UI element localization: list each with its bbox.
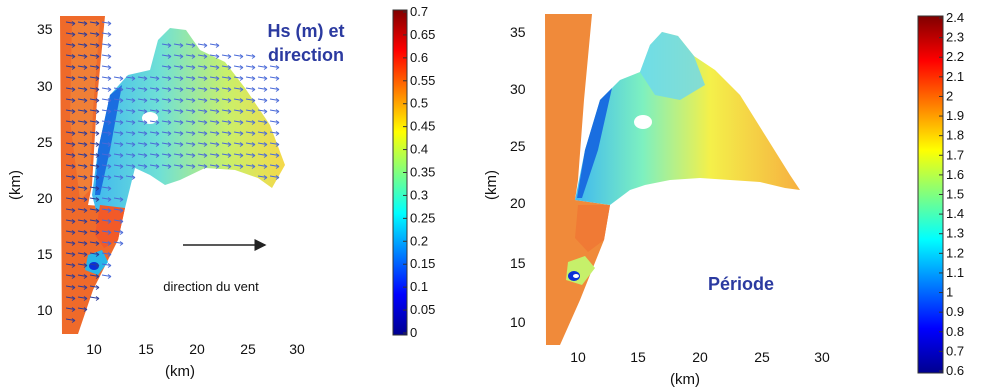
right-x-tick: 20 (692, 349, 708, 365)
colorbar-tick-label: 0.45 (410, 119, 435, 134)
right-title: Période (708, 274, 774, 294)
left-y-tick: 20 (37, 190, 53, 206)
left-y-tick: 15 (37, 246, 53, 262)
colorbar-tick-label: 0 (410, 325, 417, 340)
left-y-ticks: 35 30 25 20 15 10 (37, 21, 53, 318)
colorbar-tick-label: 1 (946, 285, 953, 300)
left-y-tick: 35 (37, 21, 53, 37)
colorbar-tick-label: 2.2 (946, 49, 964, 64)
colorbar-tick-label: 0.9 (946, 304, 964, 319)
right-y-tick: 35 (510, 24, 526, 40)
colorbar-tick-label: 0.15 (410, 256, 435, 271)
colorbar-tick-label: 0.25 (410, 210, 435, 225)
right-x-tick: 15 (630, 349, 646, 365)
colorbar-tick-label: 0.4 (410, 142, 428, 157)
colorbar-tick-label: 1.7 (946, 147, 964, 162)
colorbar-tick-label: 0.6 (946, 363, 964, 378)
left-x-tick: 30 (289, 341, 305, 357)
colorbar-tick-label: 0.7 (946, 343, 964, 358)
colorbar-tick-label: 1.4 (946, 206, 964, 221)
right-y-tick: 25 (510, 138, 526, 154)
left-x-tick: 15 (138, 341, 154, 357)
colorbar-tick-label: 0.35 (410, 165, 435, 180)
right-y-tick: 15 (510, 255, 526, 271)
right-y-tick: 10 (510, 314, 526, 330)
colorbar-tick-label: 0.65 (410, 27, 435, 42)
left-title-line2: direction (268, 45, 344, 65)
wind-direction-label: direction du vent (163, 279, 259, 294)
right-x-ticks: 10 15 20 25 30 (570, 349, 830, 365)
colorbar-tick-label: 2.3 (946, 30, 964, 45)
left-y-tick: 25 (37, 134, 53, 150)
colorbar-tick-label: 2 (946, 88, 953, 103)
colorbar-tick-label: 0.05 (410, 302, 435, 317)
right-x-tick: 30 (814, 349, 830, 365)
colorbar-tick-label: 2.1 (946, 69, 964, 84)
right-chart: 35 30 25 20 15 10 10 15 20 25 30 (km) (k… (483, 10, 964, 388)
left-title-line1: Hs (m) et (267, 21, 344, 41)
right-y-ticks: 35 30 25 20 15 10 (510, 24, 526, 330)
colorbar-tick-label: 1.2 (946, 245, 964, 260)
colorbar-tick-label: 1.8 (946, 128, 964, 143)
right-x-axis-label: (km) (670, 371, 700, 388)
left-y-tick: 10 (37, 302, 53, 318)
left-x-tick: 20 (189, 341, 205, 357)
right-x-tick: 25 (754, 349, 770, 365)
left-x-ticks: 10 15 20 25 30 (86, 341, 305, 357)
right-lagoon-hole (573, 274, 579, 278)
colorbar-tick-label: 1.1 (946, 265, 964, 280)
colorbar-tick-label: 1.6 (946, 167, 964, 182)
colorbar-tick-label: 1.9 (946, 108, 964, 123)
colorbar-tick-label: 0.55 (410, 73, 435, 88)
colorbar-tick-label: 0.6 (410, 50, 428, 65)
colorbar-tick-label: 1.3 (946, 226, 964, 241)
colorbar-tick-label: 1.5 (946, 187, 964, 202)
colorbar-tick-label: 0.5 (410, 96, 428, 111)
left-y-axis-label: (km) (7, 170, 24, 200)
left-chart: 35 30 25 20 15 10 10 15 20 25 30 (km) (k… (7, 4, 435, 380)
right-y-axis-label: (km) (483, 170, 500, 200)
right-y-tick: 30 (510, 81, 526, 97)
right-field (545, 14, 800, 345)
colorbar-tick-label: 0.2 (410, 233, 428, 248)
colorbar-tick-label: 2.4 (946, 10, 964, 25)
colorbar-tick-label: 0.3 (410, 187, 428, 202)
colorbar-tick-label: 0.8 (946, 324, 964, 339)
left-x-tick: 25 (240, 341, 256, 357)
left-y-tick: 30 (37, 78, 53, 94)
left-colorbar-ticks: 0.7 0.65 0.6 0.55 0.5 0.45 0.4 0.35 0.3 0.25 0.2 0.… (403, 4, 435, 340)
left-x-axis-label: (km) (165, 363, 195, 380)
left-x-tick: 10 (86, 341, 102, 357)
right-y-tick: 20 (510, 195, 526, 211)
colorbar-tick-label: 0.7 (410, 4, 428, 19)
right-island (634, 115, 652, 129)
right-x-tick: 10 (570, 349, 586, 365)
colorbar-tick-label: 0.1 (410, 279, 428, 294)
